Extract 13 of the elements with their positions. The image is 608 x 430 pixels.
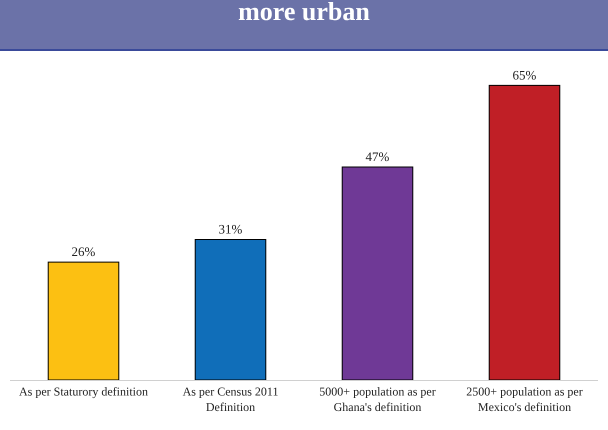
- data-label: 65%: [512, 67, 536, 82]
- bar: [194, 238, 266, 380]
- x-tick-label: 2500+ population as per Mexico's definition: [466, 384, 583, 414]
- x-tick-label: As per Staturory definition: [19, 384, 148, 398]
- x-tick-label: As per Census 2011 Definition: [182, 384, 278, 414]
- bar: [342, 166, 414, 380]
- bar: [488, 84, 560, 380]
- x-tick-label: 5000+ population as per Ghana's definition: [319, 384, 436, 414]
- bar: [48, 262, 120, 380]
- data-label: 47%: [366, 148, 390, 164]
- data-label: 31%: [218, 221, 242, 236]
- chart-title: more urban: [238, 0, 370, 26]
- data-label: 26%: [72, 244, 96, 260]
